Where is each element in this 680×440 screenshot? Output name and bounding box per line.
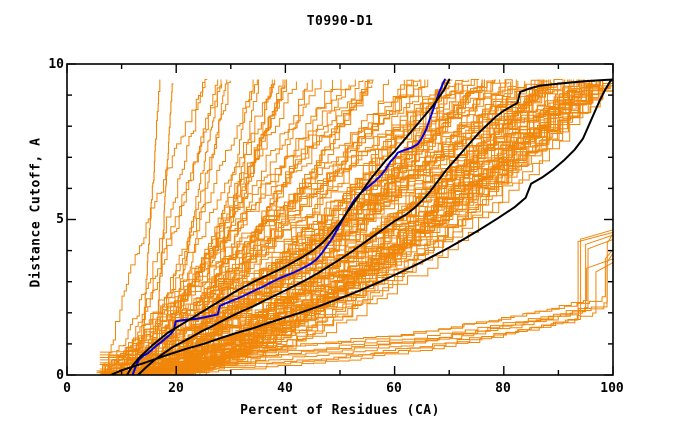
x-tick-label-60: 60 (386, 381, 402, 396)
y-tick-label-5: 5 (56, 212, 64, 227)
x-axis-label: Percent of Residues (CA) (240, 403, 440, 418)
axis-frame (66, 63, 614, 376)
y-tick-label-10: 10 (48, 57, 64, 72)
page-title: T0990-D1 (306, 14, 374, 29)
x-tick-label-0: 0 (63, 381, 71, 396)
x-tick-label-100: 100 (600, 381, 624, 396)
x-tick-label-20: 20 (168, 381, 184, 396)
x-tick-label-80: 80 (495, 381, 511, 396)
highlighted-curves (109, 78, 613, 375)
x-tick-label-40: 40 (277, 381, 293, 396)
background-ensemble-curves (96, 79, 613, 375)
y-tick-label-0: 0 (56, 368, 64, 383)
